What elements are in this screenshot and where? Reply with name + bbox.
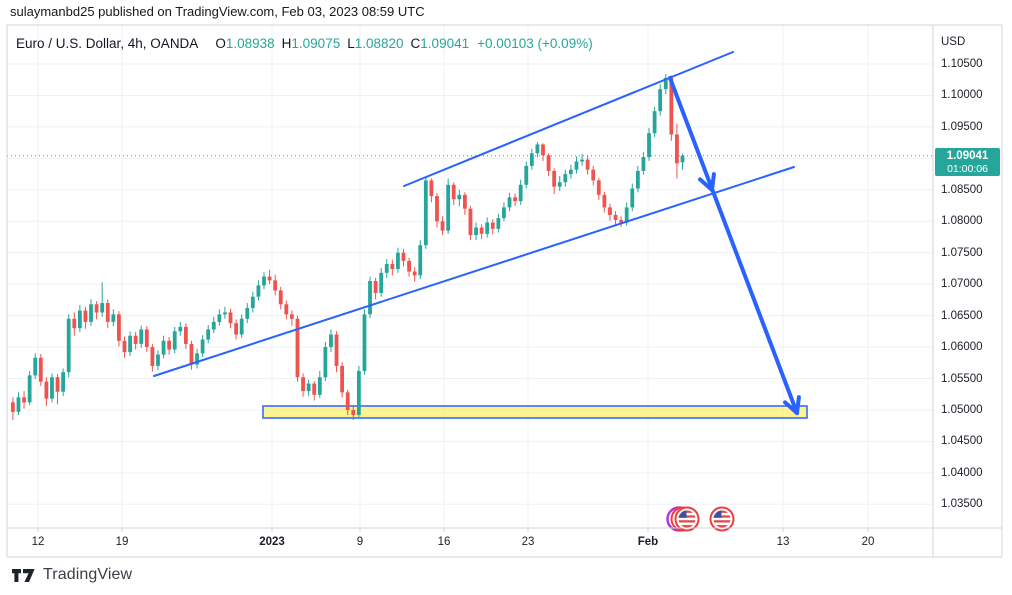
high-value: 1.09075 [291,36,341,51]
symbol-title: Euro / U.S. Dollar, 4h, OANDA [16,36,199,51]
price-axis-label: 1.06500 [941,309,983,322]
close-value: 1.09041 [420,36,470,51]
time-axis-label: 16 [437,536,451,548]
time-axis-label: 19 [115,536,129,548]
time-axis-label: 2023 [259,536,285,548]
bar-close-countdown: 01:00:06 [947,162,988,175]
price-axis-label: 1.10500 [941,58,983,70]
price-axis-label: 1.03500 [941,498,983,511]
price-axis-label: 1.09500 [941,120,983,133]
open-value: 1.08938 [225,36,275,51]
us-flag-event-icon[interactable] [709,506,735,532]
symbol-legend: Euro / U.S. Dollar, 4h, OANDA O 1.08938 H… [16,36,593,51]
time-axis-label: 23 [521,536,535,548]
tradingview-logo-text: TradingView [43,566,133,583]
open-label: O [215,36,226,51]
change-value: +0.00103 (+0.09%) [477,36,593,51]
low-value: 1.08820 [354,36,404,51]
time-axis-label: 12 [31,536,45,548]
price-axis-label: 1.10000 [941,89,983,102]
candles [11,74,685,421]
chart-frame [6,24,1003,558]
price-axis-label: 1.05000 [941,403,983,416]
close-label: C [410,36,421,51]
projection-arrow[interactable] [668,76,801,415]
tradingview-logo-icon [12,568,35,582]
time-axis-label: 20 [861,536,875,548]
support-zone-rect[interactable] [262,405,808,419]
price-axis-label: 1.05500 [941,372,983,385]
price-axis-label: 1.08000 [941,215,983,228]
price-axis-label: 1.08500 [941,183,983,196]
time-axis-label: 9 [356,536,364,548]
price-axis-label: 1.04000 [941,466,983,479]
channel-lower-trendline[interactable] [153,166,795,377]
last-price-value: 1.09041 [946,149,989,162]
price-scale-currency: USD [941,36,966,48]
low-label: L [347,36,355,51]
price-axis-label: 1.07000 [941,278,983,291]
tradingview-logo[interactable]: TradingView [12,566,132,584]
channel-upper-trendline[interactable] [403,51,734,187]
price-axis-label: 1.04500 [941,435,983,448]
high-label: H [281,36,292,51]
price-axis-label: 1.07500 [941,246,983,259]
time-axis-label: Feb [637,536,659,548]
us-flag-event-icon[interactable] [666,506,700,532]
time-axis-label: 13 [776,536,790,548]
attribution-text: sulaymanbd25 published on TradingView.co… [10,4,425,19]
last-price-badge: 1.09041 01:00:06 [935,148,1000,176]
price-axis-label: 1.06000 [941,341,983,354]
